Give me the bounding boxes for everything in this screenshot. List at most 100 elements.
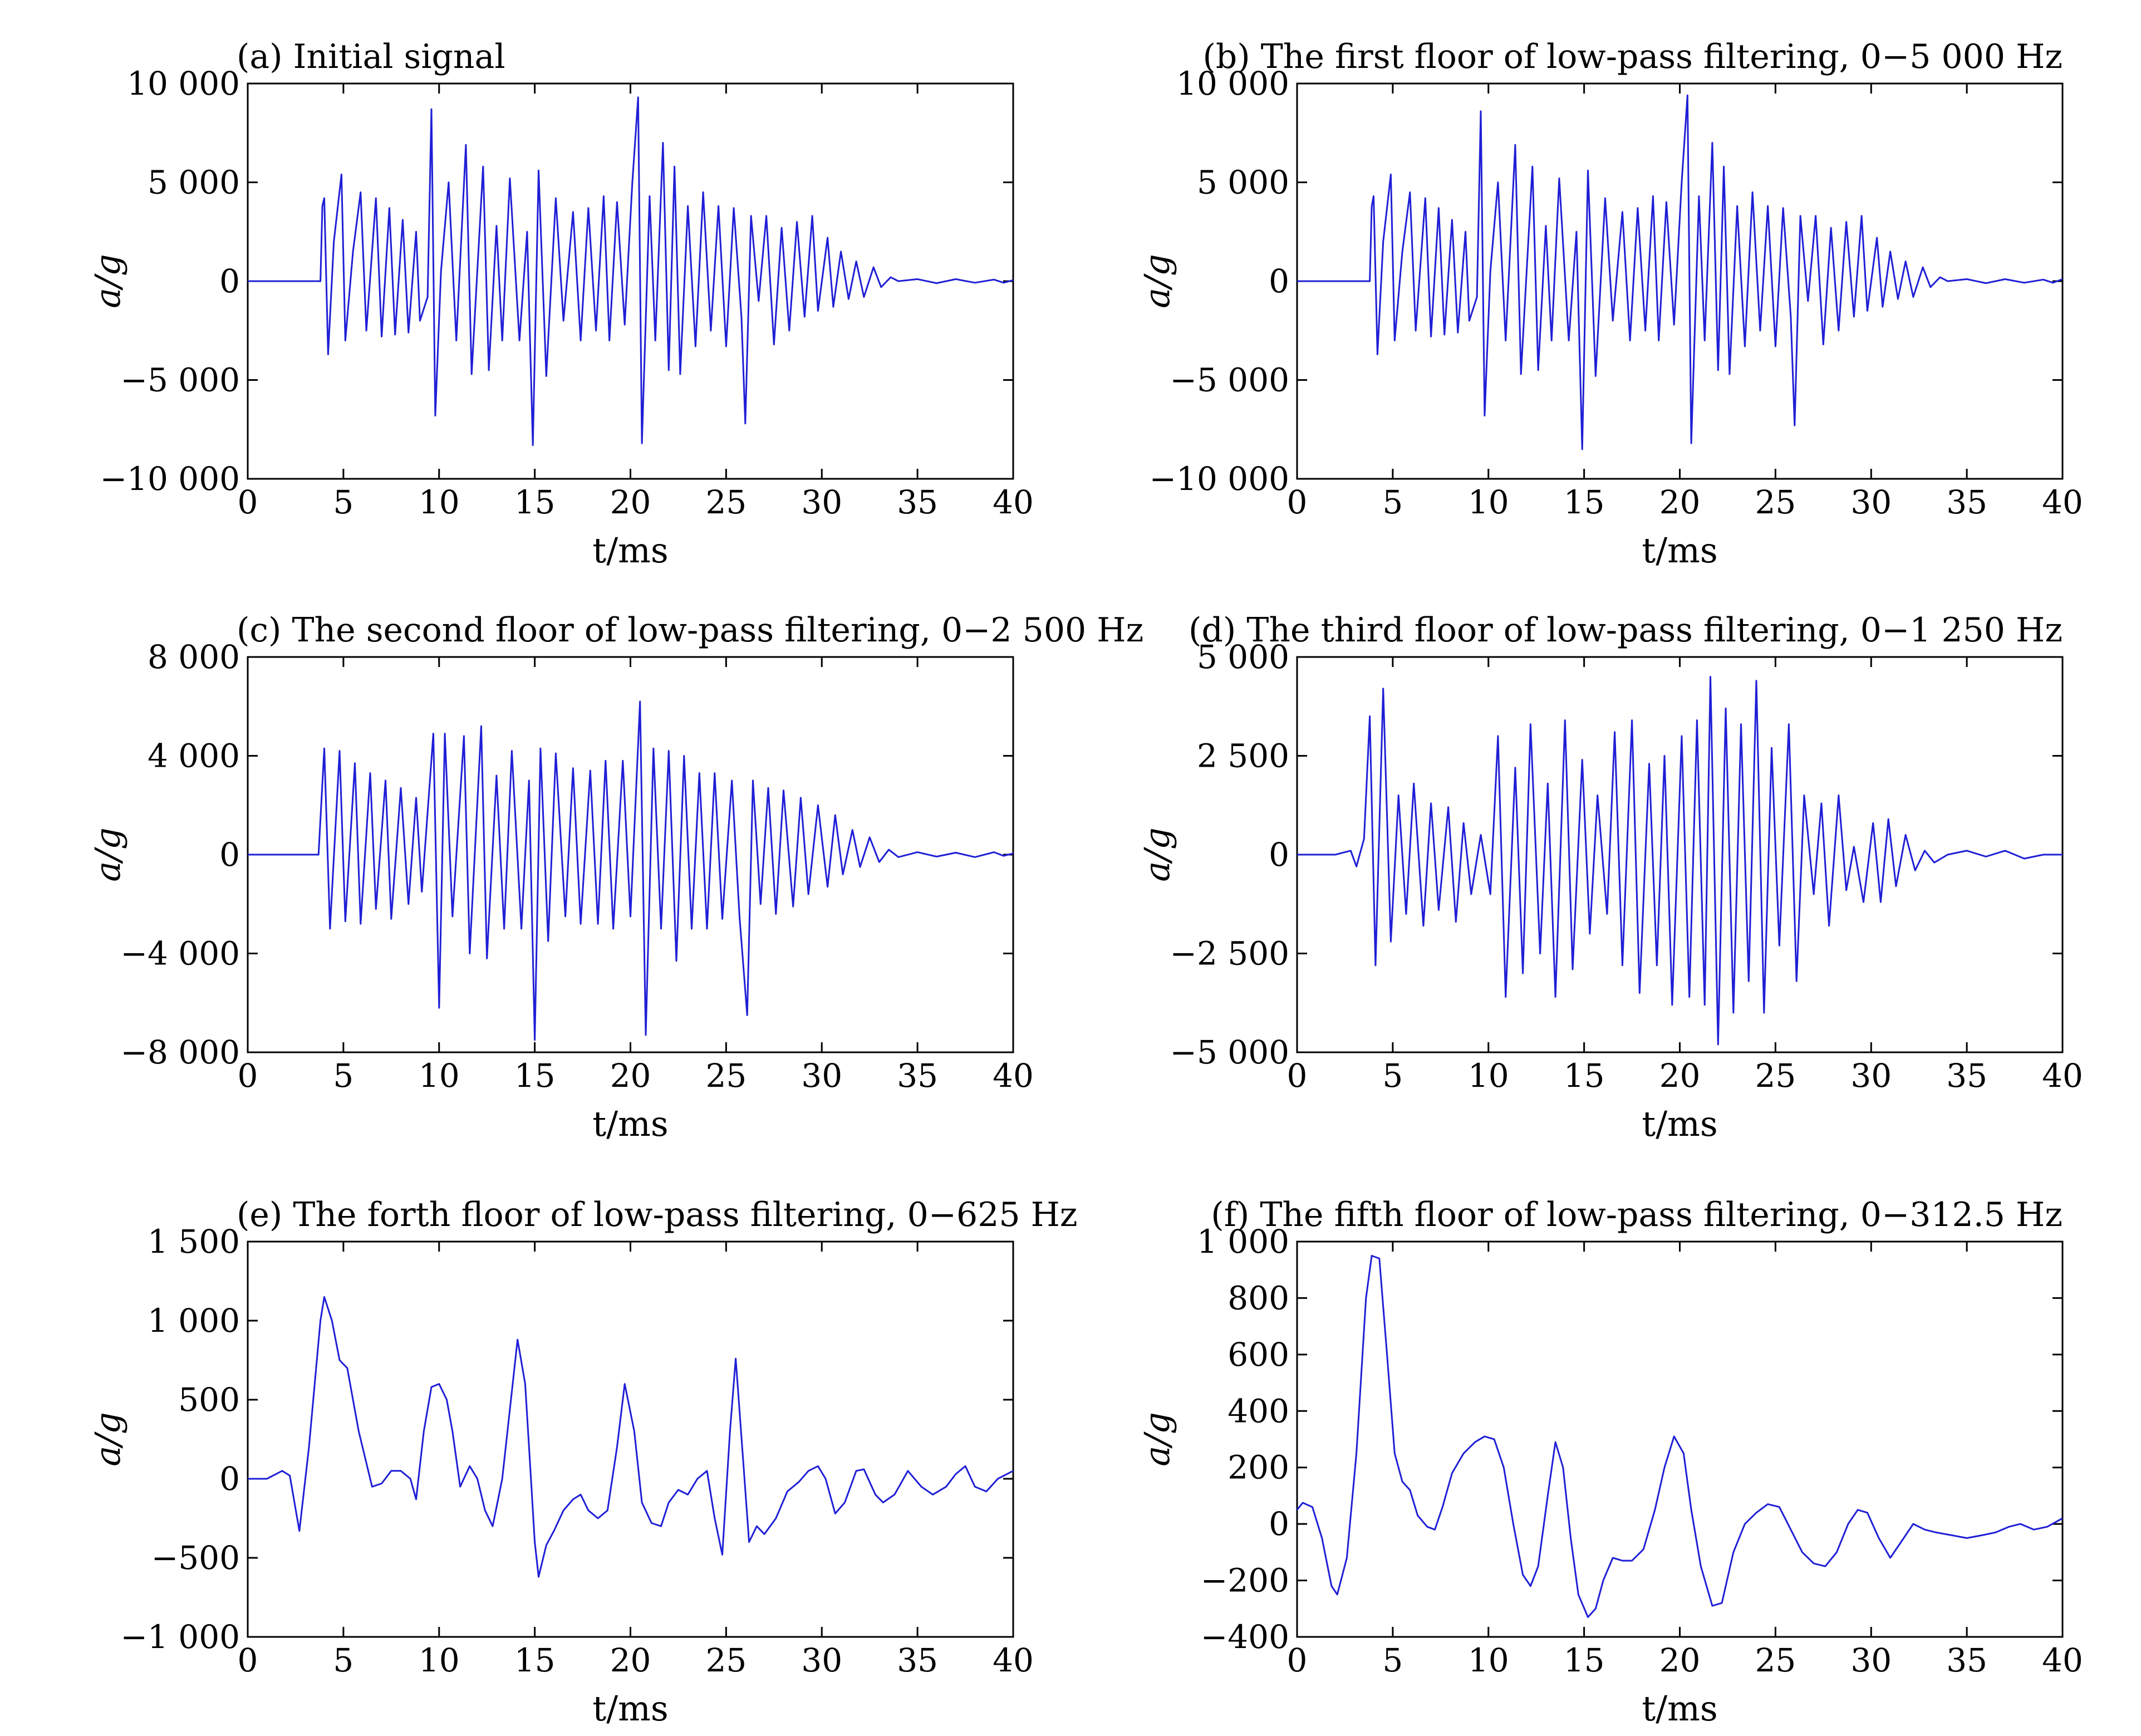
x-tick-label: 0 xyxy=(1287,1057,1308,1095)
x-tick-label: 5 xyxy=(1382,483,1403,521)
y-axis-label: a/g xyxy=(87,1412,128,1467)
x-tick-label: 35 xyxy=(897,1057,938,1095)
y-tick-label: −2 500 xyxy=(1170,935,1289,973)
x-tick-label: 0 xyxy=(1287,1641,1308,1679)
y-tick-label: 10 000 xyxy=(1176,65,1289,102)
signal-line xyxy=(1297,94,2063,450)
x-tick-label: 35 xyxy=(897,483,938,521)
y-axis-label: a/g xyxy=(1137,827,1177,882)
y-tick-label: −10 000 xyxy=(1149,460,1289,498)
x-axis-label: t/ms xyxy=(592,530,668,571)
x-tick-label: 40 xyxy=(2042,1057,2083,1095)
x-tick-label: 10 xyxy=(1468,1057,1509,1095)
x-tick-label: 20 xyxy=(610,483,651,521)
y-tick-label: 8 000 xyxy=(148,638,240,676)
x-tick-label: 0 xyxy=(238,1641,258,1679)
y-tick-label: −10 000 xyxy=(100,460,240,498)
plot-frame xyxy=(1296,1240,2064,1638)
y-tick-label: 1 000 xyxy=(1197,1223,1289,1261)
x-tick-label: 30 xyxy=(1850,1057,1892,1095)
y-tick-label: 400 xyxy=(1227,1392,1289,1430)
x-axis-label: t/ms xyxy=(592,1104,668,1144)
x-tick-label: 30 xyxy=(801,1057,842,1095)
chart-title: (d) The third floor of low-pass filterin… xyxy=(1189,611,2063,650)
y-tick-label: 0 xyxy=(1269,1505,1289,1543)
chart-panel-a: (a) Initial signal 0 5 10 15 20 25 30 35 40 −10 00… xyxy=(87,37,1034,571)
x-tick-label: 30 xyxy=(801,1641,842,1679)
y-tick-label: 1 000 xyxy=(148,1302,240,1340)
signal-line xyxy=(248,1296,1014,1578)
chart-title: (f) The fifth floor of low-pass filterin… xyxy=(1211,1195,2063,1234)
x-tick-label: 20 xyxy=(1659,1057,1701,1095)
x-tick-label: 0 xyxy=(1287,483,1308,521)
plot-frame xyxy=(247,1240,1014,1638)
y-axis-label: a/g xyxy=(87,827,128,882)
x-tick-label: 5 xyxy=(333,483,353,521)
y-tick-label: −500 xyxy=(151,1539,240,1577)
x-axis-label: t/ms xyxy=(592,1688,668,1729)
chart-title: (e) The forth floor of low-pass filterin… xyxy=(237,1195,1078,1234)
plot-frame xyxy=(247,656,1014,1053)
y-tick-label: 800 xyxy=(1227,1279,1289,1317)
x-tick-label: 30 xyxy=(801,483,842,521)
y-axis-label: a/g xyxy=(1137,1412,1177,1467)
x-tick-label: 15 xyxy=(1564,1641,1605,1679)
x-tick-label: 5 xyxy=(1382,1057,1403,1095)
y-tick-label: 0 xyxy=(219,1460,240,1498)
x-tick-label: 30 xyxy=(1850,483,1892,521)
y-tick-label: 5 000 xyxy=(1197,638,1289,676)
chart-panel-f: (f) The fifth floor of low-pass filterin… xyxy=(1137,1195,2083,1729)
y-axis-label: a/g xyxy=(1137,254,1177,308)
x-tick-label: 30 xyxy=(1850,1641,1892,1679)
x-tick-label: 40 xyxy=(993,483,1034,521)
y-tick-label: −1 000 xyxy=(120,1618,240,1656)
y-tick-label: −8 000 xyxy=(120,1033,240,1071)
x-tick-label: 15 xyxy=(514,483,556,521)
signal-line xyxy=(1296,1254,2063,1618)
y-tick-label: −4 000 xyxy=(120,935,240,973)
x-tick-label: 35 xyxy=(897,1641,938,1679)
x-tick-label: 25 xyxy=(705,1057,747,1095)
x-tick-label: 5 xyxy=(333,1057,353,1095)
x-tick-label: 35 xyxy=(1946,1057,1987,1095)
x-tick-label: 25 xyxy=(1755,1641,1796,1679)
x-tick-label: 10 xyxy=(1468,483,1509,521)
x-axis-label: t/ms xyxy=(1642,1688,1717,1729)
x-axis-label: t/ms xyxy=(1642,1104,1717,1144)
x-tick-label: 15 xyxy=(514,1641,556,1679)
x-tick-label: 25 xyxy=(705,1641,747,1679)
x-tick-label: 25 xyxy=(1755,1057,1796,1095)
y-tick-label: 200 xyxy=(1227,1449,1289,1487)
x-tick-label: 5 xyxy=(1382,1641,1403,1679)
x-tick-label: 25 xyxy=(1755,483,1796,521)
y-tick-label: 5 000 xyxy=(1197,164,1289,202)
y-tick-label: 1 500 xyxy=(148,1223,240,1261)
x-tick-label: 25 xyxy=(705,483,747,521)
y-tick-label: 500 xyxy=(178,1381,240,1419)
y-tick-label: 10 000 xyxy=(127,65,240,102)
x-tick-label: 20 xyxy=(610,1057,651,1095)
chart-panel-d: (d) The third floor of low-pass filterin… xyxy=(1137,611,2083,1144)
chart-panel-e: (e) The forth floor of low-pass filterin… xyxy=(87,1195,1078,1729)
chart-title: (c) The second floor of low-pass filteri… xyxy=(237,611,1143,650)
x-tick-label: 35 xyxy=(1946,483,1987,521)
x-axis-label: t/ms xyxy=(1642,530,1717,571)
x-tick-label: 15 xyxy=(514,1057,556,1095)
signal-line xyxy=(1297,676,2063,1046)
y-tick-label: −5 000 xyxy=(120,361,240,399)
x-tick-label: 15 xyxy=(1564,1057,1605,1095)
y-tick-label: 0 xyxy=(219,262,240,300)
x-tick-label: 10 xyxy=(1468,1641,1509,1679)
chart-title: (a) Initial signal xyxy=(237,37,505,76)
x-tick-label: 40 xyxy=(993,1057,1034,1095)
x-tick-label: 40 xyxy=(2042,483,2083,521)
y-axis-label: a/g xyxy=(87,254,128,308)
x-tick-label: 10 xyxy=(419,1057,460,1095)
chart-panel-b: (b) The first floor of low-pass filterin… xyxy=(1137,37,2083,571)
x-tick-label: 35 xyxy=(1946,1641,1987,1679)
x-tick-label: 20 xyxy=(610,1641,651,1679)
y-tick-label: 0 xyxy=(219,836,240,874)
x-tick-label: 15 xyxy=(1564,483,1605,521)
y-tick-label: 600 xyxy=(1227,1336,1289,1374)
